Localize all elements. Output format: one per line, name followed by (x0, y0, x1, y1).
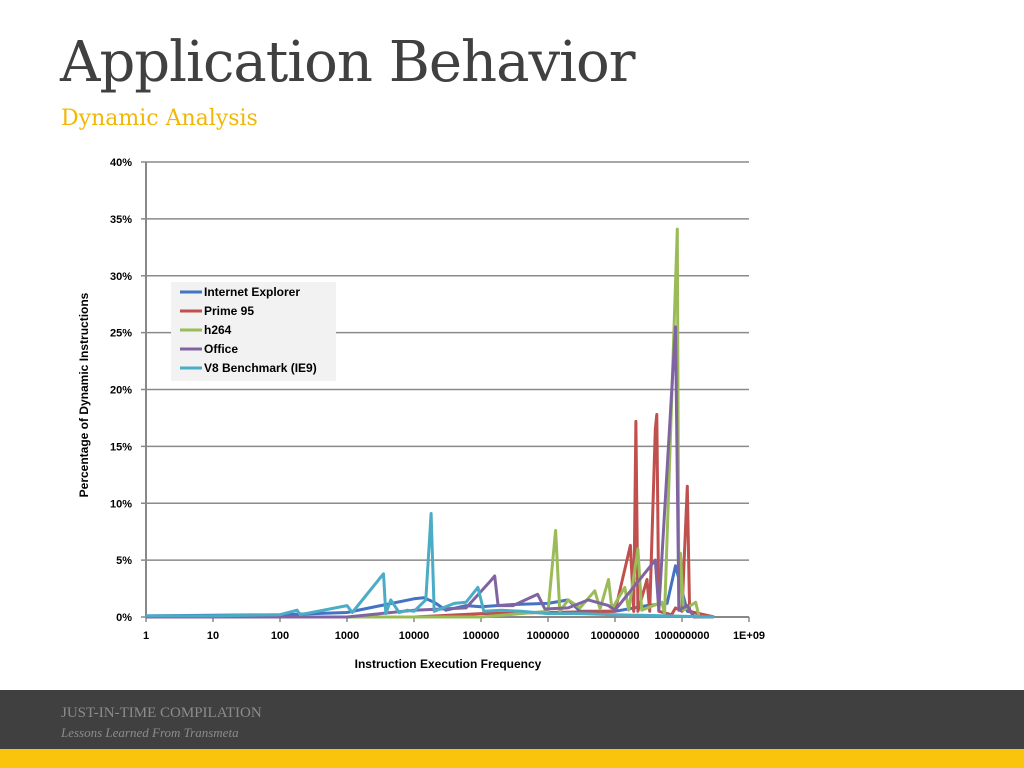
x-axis-label: Instruction Execution Frequency (355, 657, 542, 671)
y-tick-label: 0% (116, 612, 132, 624)
y-tick-label: 30% (110, 271, 132, 283)
x-tick-label: 100000000 (654, 630, 709, 642)
x-tick-label: 10000000 (591, 630, 640, 642)
x-tick-label: 1000 (335, 630, 359, 642)
series-lines (145, 227, 715, 619)
y-tick-label: 5% (116, 555, 132, 567)
y-tick-label: 15% (110, 441, 132, 453)
slide-title: Application Behavior (60, 30, 635, 95)
y-axis-label: Percentage of Dynamic Instructions (77, 292, 91, 497)
x-tick-label: 100000 (463, 630, 500, 642)
x-tick-label: 1E+09 (733, 630, 765, 642)
accent-bar (0, 749, 1024, 768)
line-chart: 0% 5% 10% 15% 20% 25% 30% 35% 40% 1 10 100 1000 1000… (77, 157, 765, 671)
y-tick-labels: 0% 5% 10% 15% 20% 25% 30% 35% 40% (110, 157, 132, 624)
y-tick-label: 10% (110, 498, 132, 510)
y-tick-label: 25% (110, 328, 132, 340)
series-line-office (146, 325, 714, 619)
y-tick-label: 40% (110, 157, 132, 169)
series-line-h264 (146, 227, 714, 619)
series-line-v8-benchmark-ie9 (146, 512, 715, 619)
x-tick-labels: 1 10 100 1000 10000 100000 1000000 10000000 1000… (143, 617, 765, 642)
slide-subtitle: Dynamic Analysis (61, 106, 258, 131)
x-tick-label: 1000000 (527, 630, 570, 642)
legend: Internet Explorer Prime 95 h264 Office V8 Be… (171, 282, 336, 381)
y-tick-label: 35% (110, 214, 132, 226)
x-tick-label: 10000 (399, 630, 430, 642)
x-tick-label: 100 (271, 630, 289, 642)
y-tick-label: 20% (110, 385, 132, 397)
x-tick-label: 10 (207, 630, 219, 642)
footer-title: JUST-IN-TIME COMPILATION (61, 705, 262, 721)
footer-band (0, 690, 1024, 749)
legend-label: V8 Benchmark (IE9) (204, 361, 317, 375)
legend-label: h264 (204, 323, 232, 337)
legend-label: Office (204, 342, 238, 356)
x-tick-label: 1 (143, 630, 149, 642)
footer-subtitle: Lessons Learned From Transmeta (61, 725, 239, 740)
legend-label: Internet Explorer (204, 285, 300, 299)
legend-label: Prime 95 (204, 304, 254, 318)
series-line-internet-explorer (145, 564, 715, 619)
